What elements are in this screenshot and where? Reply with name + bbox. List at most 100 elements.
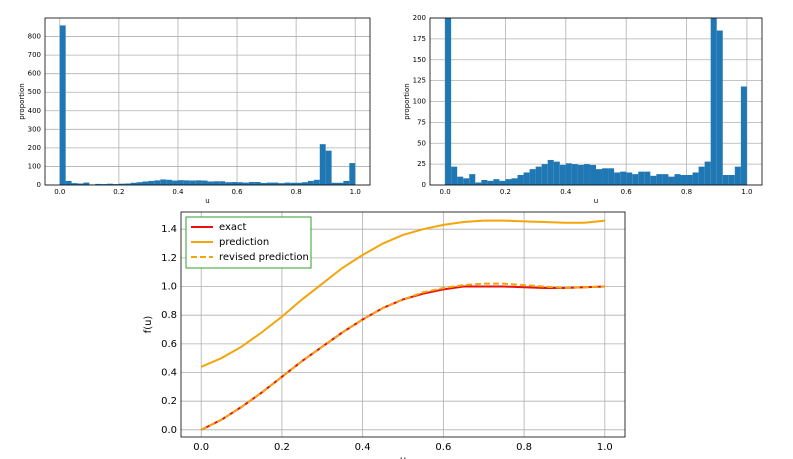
histogram-bar — [577, 164, 584, 185]
legend-label: revised prediction — [219, 252, 309, 263]
y-axis-label: proportion — [403, 83, 411, 119]
histogram-bar — [172, 180, 178, 185]
histogram-bar — [541, 164, 548, 185]
y-tick-label: 400 — [28, 107, 41, 115]
histogram-bar — [535, 166, 542, 185]
histogram-bar — [242, 182, 249, 185]
plot-area — [59, 25, 356, 185]
histogram-bar — [118, 183, 125, 185]
histogram-bar — [511, 178, 518, 185]
histogram-bar — [698, 166, 705, 185]
histogram-bar — [219, 181, 226, 185]
histogram-bar — [77, 183, 84, 185]
y-tick-label: 0 — [422, 181, 426, 189]
x-tick-label: 0.6 — [621, 188, 633, 196]
histogram-bar — [457, 176, 464, 185]
histogram-bar — [674, 174, 681, 185]
histogram-bar — [602, 168, 609, 185]
x-tick-label: 0.6 — [231, 188, 243, 196]
histogram-bar — [620, 171, 627, 185]
line-series — [200, 282, 605, 431]
histogram-bar — [313, 179, 320, 185]
histogram-bar — [704, 161, 711, 185]
y-tick-label: 175 — [413, 35, 426, 43]
histogram-bar — [302, 182, 308, 185]
histogram-bar — [493, 179, 500, 185]
x-tick-label: 0.0 — [193, 442, 209, 453]
histogram-bar — [680, 174, 687, 185]
line-series — [200, 219, 605, 368]
histogram-bar — [195, 180, 202, 185]
histogram-bar — [142, 181, 149, 185]
histogram-bar — [469, 174, 476, 185]
histogram-bar — [83, 182, 90, 185]
plot-area — [200, 219, 605, 431]
y-tick-label: 100 — [28, 162, 41, 170]
histogram-bar — [583, 164, 590, 185]
y-tick-label: 25 — [417, 160, 426, 168]
histogram-bar — [71, 183, 78, 185]
histogram-bar — [177, 180, 184, 185]
histogram-bar — [499, 180, 506, 185]
histogram-bar — [112, 184, 119, 185]
y-tick-label: 300 — [28, 125, 41, 133]
x-tick-label: 0.8 — [681, 188, 692, 196]
histogram-bar — [517, 174, 524, 185]
y-axis-label: f(u) — [143, 316, 154, 334]
x-axis-label: u — [594, 197, 598, 205]
histogram-bar — [284, 182, 291, 185]
histogram-bar — [148, 180, 155, 185]
histogram-bar — [248, 182, 255, 185]
y-tick-label: 0.0 — [161, 425, 177, 436]
x-axis-label: u — [400, 455, 406, 459]
histogram-bar — [722, 174, 729, 185]
histogram-bar — [349, 163, 356, 185]
histogram-bar — [608, 168, 615, 185]
histogram-bar — [225, 182, 232, 185]
line-series — [200, 285, 605, 431]
histogram-bar — [331, 182, 338, 185]
plot-area — [445, 18, 747, 185]
histogram-bar — [290, 182, 297, 185]
y-tick-label: 600 — [28, 70, 41, 78]
histogram-bar — [565, 163, 572, 185]
histogram-bar — [650, 175, 657, 185]
histogram-bar — [686, 174, 693, 185]
y-tick-label: 500 — [28, 88, 41, 96]
histogram-bar — [740, 86, 747, 185]
x-tick-label: 0.4 — [172, 188, 184, 196]
histogram-bar — [445, 18, 452, 185]
y-tick-label: 0.4 — [161, 368, 177, 379]
histogram-bar — [571, 164, 578, 185]
histogram-bar — [626, 172, 633, 185]
x-tick-label: 1.0 — [350, 188, 361, 196]
histogram-bar — [481, 179, 488, 185]
histogram-bar — [523, 172, 530, 185]
x-tick-label: 1.0 — [741, 188, 752, 196]
x-tick-label: 0.0 — [440, 188, 451, 196]
y-tick-label: 0 — [37, 181, 41, 189]
histogram-bar — [692, 172, 699, 185]
histogram-bar — [201, 180, 208, 185]
histogram-bar — [343, 180, 350, 185]
histogram-bar — [107, 183, 113, 185]
histogram-bar — [710, 18, 717, 185]
histogram-bar — [463, 178, 470, 185]
y-tick-label: 0.8 — [161, 310, 177, 321]
histogram-bar — [166, 179, 173, 185]
x-tick-label: 0.0 — [54, 188, 65, 196]
subplot: 0.0 0.2 0.4 0.6 0.8 1.0 0.0 0.2 0.4 0.6 0.8 1.0 1.2 1… — [143, 211, 626, 459]
x-tick-label: 0.2 — [500, 188, 511, 196]
y-tick-label: 150 — [413, 56, 426, 64]
histogram-bar — [260, 182, 267, 185]
x-tick-label: 0.4 — [560, 188, 572, 196]
y-tick-label: 75 — [417, 118, 426, 126]
x-tick-label: 0.8 — [291, 188, 302, 196]
histogram-bar — [189, 180, 196, 185]
x-tick-label: 1.0 — [597, 442, 613, 453]
y-tick-label: 125 — [413, 77, 426, 85]
histogram-bar — [337, 182, 344, 185]
legend-label: prediction — [219, 237, 269, 248]
histogram-bar — [644, 171, 651, 185]
